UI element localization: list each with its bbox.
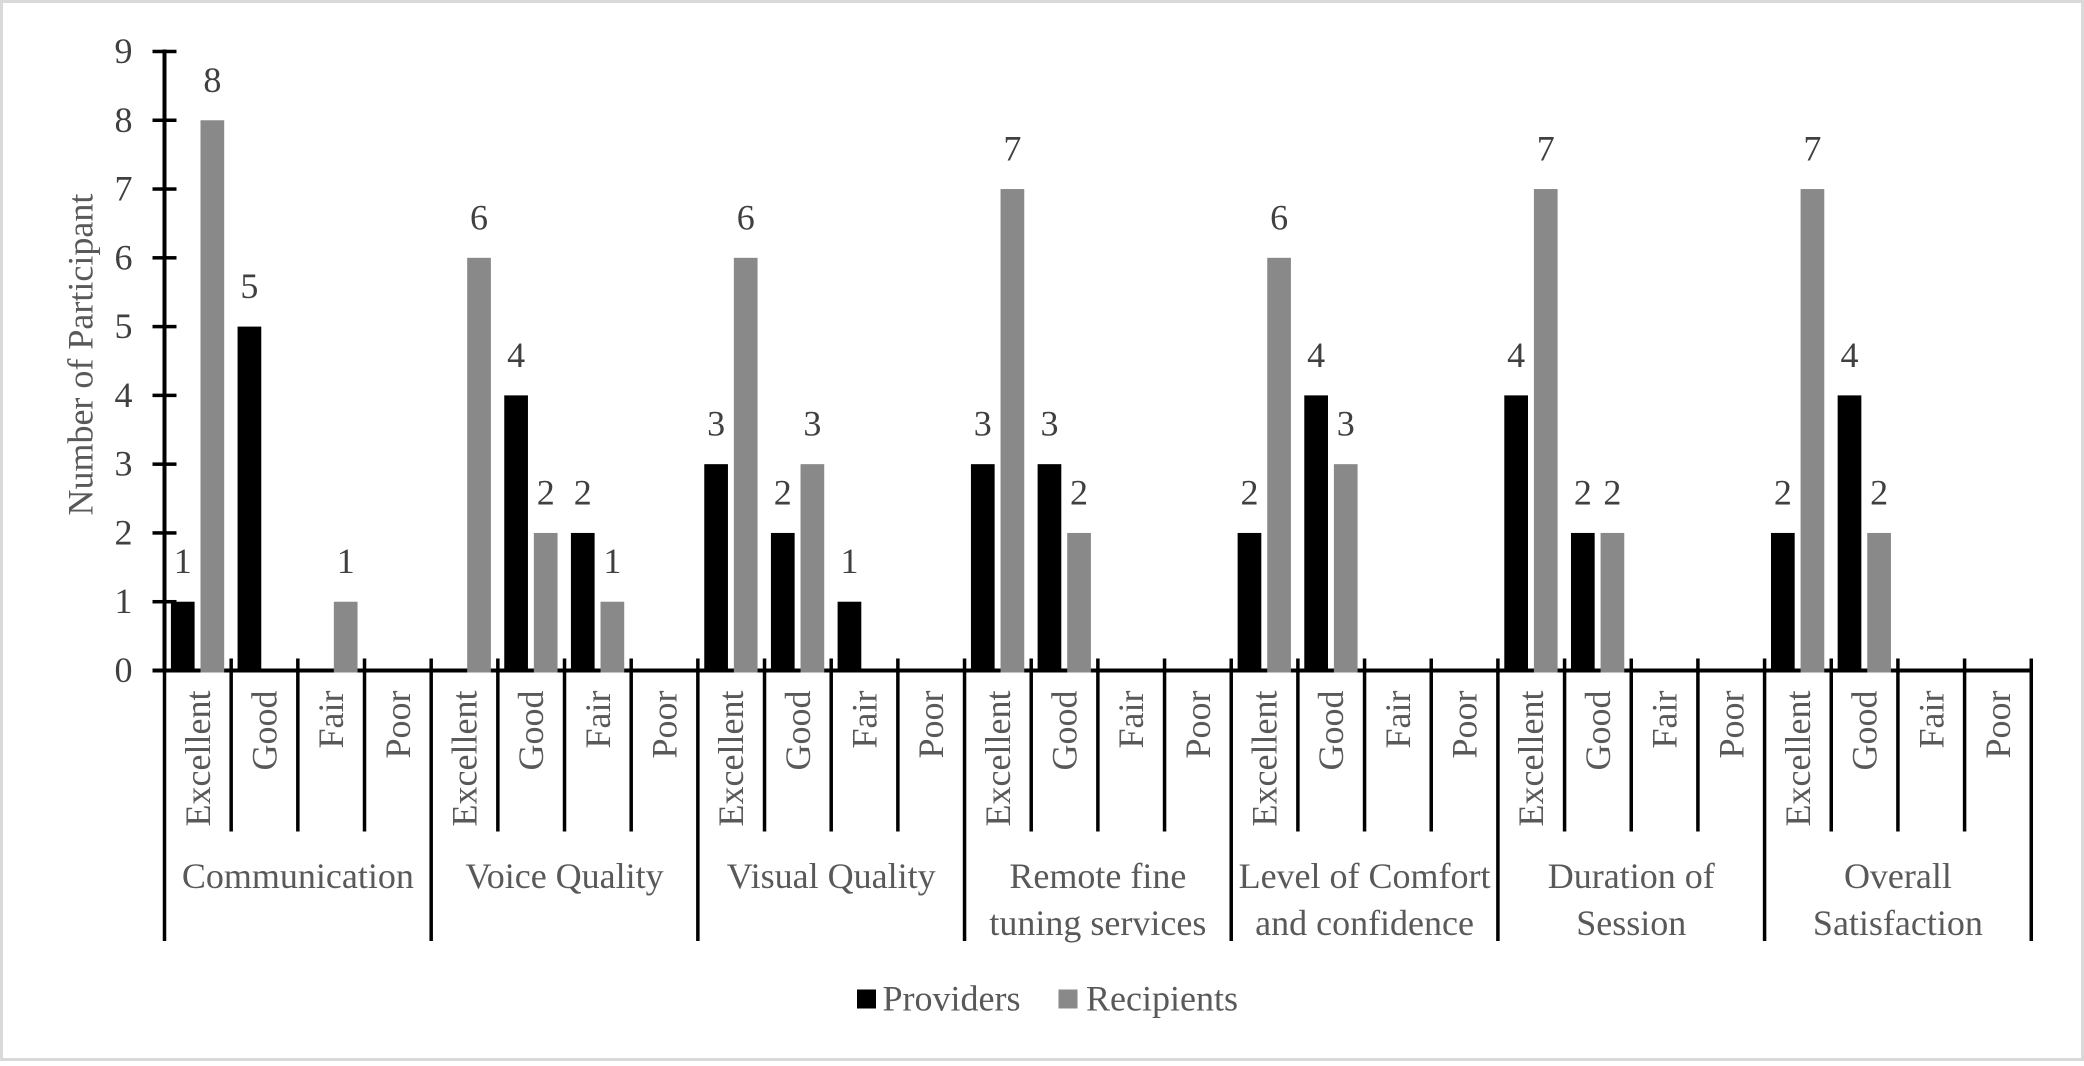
svg-text:2: 2 bbox=[1574, 472, 1592, 512]
svg-text:Fair: Fair bbox=[845, 690, 885, 748]
svg-text:2: 2 bbox=[1603, 472, 1621, 512]
svg-text:Fair: Fair bbox=[578, 690, 618, 748]
svg-text:5: 5 bbox=[115, 306, 133, 346]
svg-text:3: 3 bbox=[803, 404, 821, 444]
svg-text:Excellent: Excellent bbox=[978, 691, 1018, 827]
svg-text:6: 6 bbox=[115, 237, 133, 277]
svg-text:Poor: Poor bbox=[1445, 690, 1485, 758]
svg-text:Fair: Fair bbox=[1645, 690, 1685, 748]
svg-text:Good: Good bbox=[778, 691, 818, 771]
svg-text:Good: Good bbox=[1578, 691, 1618, 771]
svg-text:7: 7 bbox=[1803, 129, 1821, 169]
svg-text:Poor: Poor bbox=[1178, 690, 1218, 758]
svg-text:3: 3 bbox=[115, 444, 133, 484]
svg-text:4: 4 bbox=[1507, 335, 1525, 375]
svg-text:8: 8 bbox=[203, 60, 221, 100]
svg-text:6: 6 bbox=[737, 197, 755, 237]
svg-text:Fair: Fair bbox=[1378, 690, 1418, 748]
svg-text:Session: Session bbox=[1576, 903, 1686, 943]
svg-text:Poor: Poor bbox=[645, 690, 685, 758]
svg-text:3: 3 bbox=[707, 404, 725, 444]
svg-text:Providers: Providers bbox=[883, 979, 1021, 1019]
svg-text:Excellent: Excellent bbox=[1511, 691, 1551, 827]
svg-text:7: 7 bbox=[1537, 129, 1555, 169]
svg-text:1: 1 bbox=[174, 541, 192, 581]
svg-text:Excellent: Excellent bbox=[711, 691, 751, 827]
svg-text:Voice Quality: Voice Quality bbox=[465, 856, 663, 896]
svg-text:Remote fine: Remote fine bbox=[1009, 856, 1186, 896]
svg-text:2: 2 bbox=[115, 512, 133, 552]
svg-text:Good: Good bbox=[1845, 691, 1885, 771]
svg-text:Good: Good bbox=[1311, 691, 1351, 771]
svg-text:7: 7 bbox=[115, 169, 133, 209]
svg-text:Fair: Fair bbox=[1911, 690, 1951, 748]
svg-text:Poor: Poor bbox=[911, 690, 951, 758]
svg-text:Poor: Poor bbox=[378, 690, 418, 758]
svg-text:4: 4 bbox=[1841, 335, 1859, 375]
svg-text:Excellent: Excellent bbox=[1245, 691, 1285, 827]
svg-text:Good: Good bbox=[245, 691, 285, 771]
svg-text:Fair: Fair bbox=[311, 690, 351, 748]
svg-text:0: 0 bbox=[115, 650, 133, 690]
svg-text:2: 2 bbox=[1870, 472, 1888, 512]
svg-text:Satisfaction: Satisfaction bbox=[1813, 903, 1983, 943]
svg-text:6: 6 bbox=[470, 197, 488, 237]
svg-text:Communication: Communication bbox=[182, 856, 414, 896]
svg-text:5: 5 bbox=[240, 266, 258, 306]
svg-text:3: 3 bbox=[1040, 404, 1058, 444]
svg-text:Poor: Poor bbox=[1711, 690, 1751, 758]
svg-text:Number of Participant: Number of Participant bbox=[60, 194, 100, 516]
svg-text:6: 6 bbox=[1270, 197, 1288, 237]
svg-text:4: 4 bbox=[1307, 335, 1325, 375]
svg-text:3: 3 bbox=[1337, 404, 1355, 444]
svg-text:and confidence: and confidence bbox=[1255, 903, 1474, 943]
svg-text:3: 3 bbox=[974, 404, 992, 444]
svg-text:2: 2 bbox=[1240, 472, 1258, 512]
svg-text:Overall: Overall bbox=[1844, 856, 1952, 896]
svg-text:1: 1 bbox=[840, 541, 858, 581]
svg-text:Good: Good bbox=[511, 691, 551, 771]
svg-text:1: 1 bbox=[603, 541, 621, 581]
svg-text:Excellent: Excellent bbox=[178, 691, 218, 827]
svg-text:Visual Quality: Visual Quality bbox=[727, 856, 936, 896]
svg-text:Poor: Poor bbox=[1978, 690, 2018, 758]
svg-text:Good: Good bbox=[1045, 691, 1085, 771]
svg-text:4: 4 bbox=[507, 335, 525, 375]
svg-text:tuning services: tuning services bbox=[989, 903, 1206, 943]
svg-text:7: 7 bbox=[1003, 129, 1021, 169]
svg-text:2: 2 bbox=[537, 472, 555, 512]
svg-text:Level of Comfort: Level of Comfort bbox=[1239, 856, 1491, 896]
svg-text:9: 9 bbox=[115, 31, 133, 71]
svg-text:Duration of: Duration of bbox=[1548, 856, 1715, 896]
svg-text:4: 4 bbox=[115, 375, 133, 415]
svg-text:8: 8 bbox=[115, 100, 133, 140]
svg-text:Recipients: Recipients bbox=[1086, 979, 1238, 1019]
svg-text:1: 1 bbox=[115, 581, 133, 621]
svg-text:2: 2 bbox=[1774, 472, 1792, 512]
svg-text:Excellent: Excellent bbox=[1778, 691, 1818, 827]
svg-text:2: 2 bbox=[1070, 472, 1088, 512]
svg-text:2: 2 bbox=[774, 472, 792, 512]
svg-text:1: 1 bbox=[337, 541, 355, 581]
svg-text:2: 2 bbox=[574, 472, 592, 512]
svg-text:Fair: Fair bbox=[1111, 690, 1151, 748]
svg-text:Excellent: Excellent bbox=[445, 691, 485, 827]
